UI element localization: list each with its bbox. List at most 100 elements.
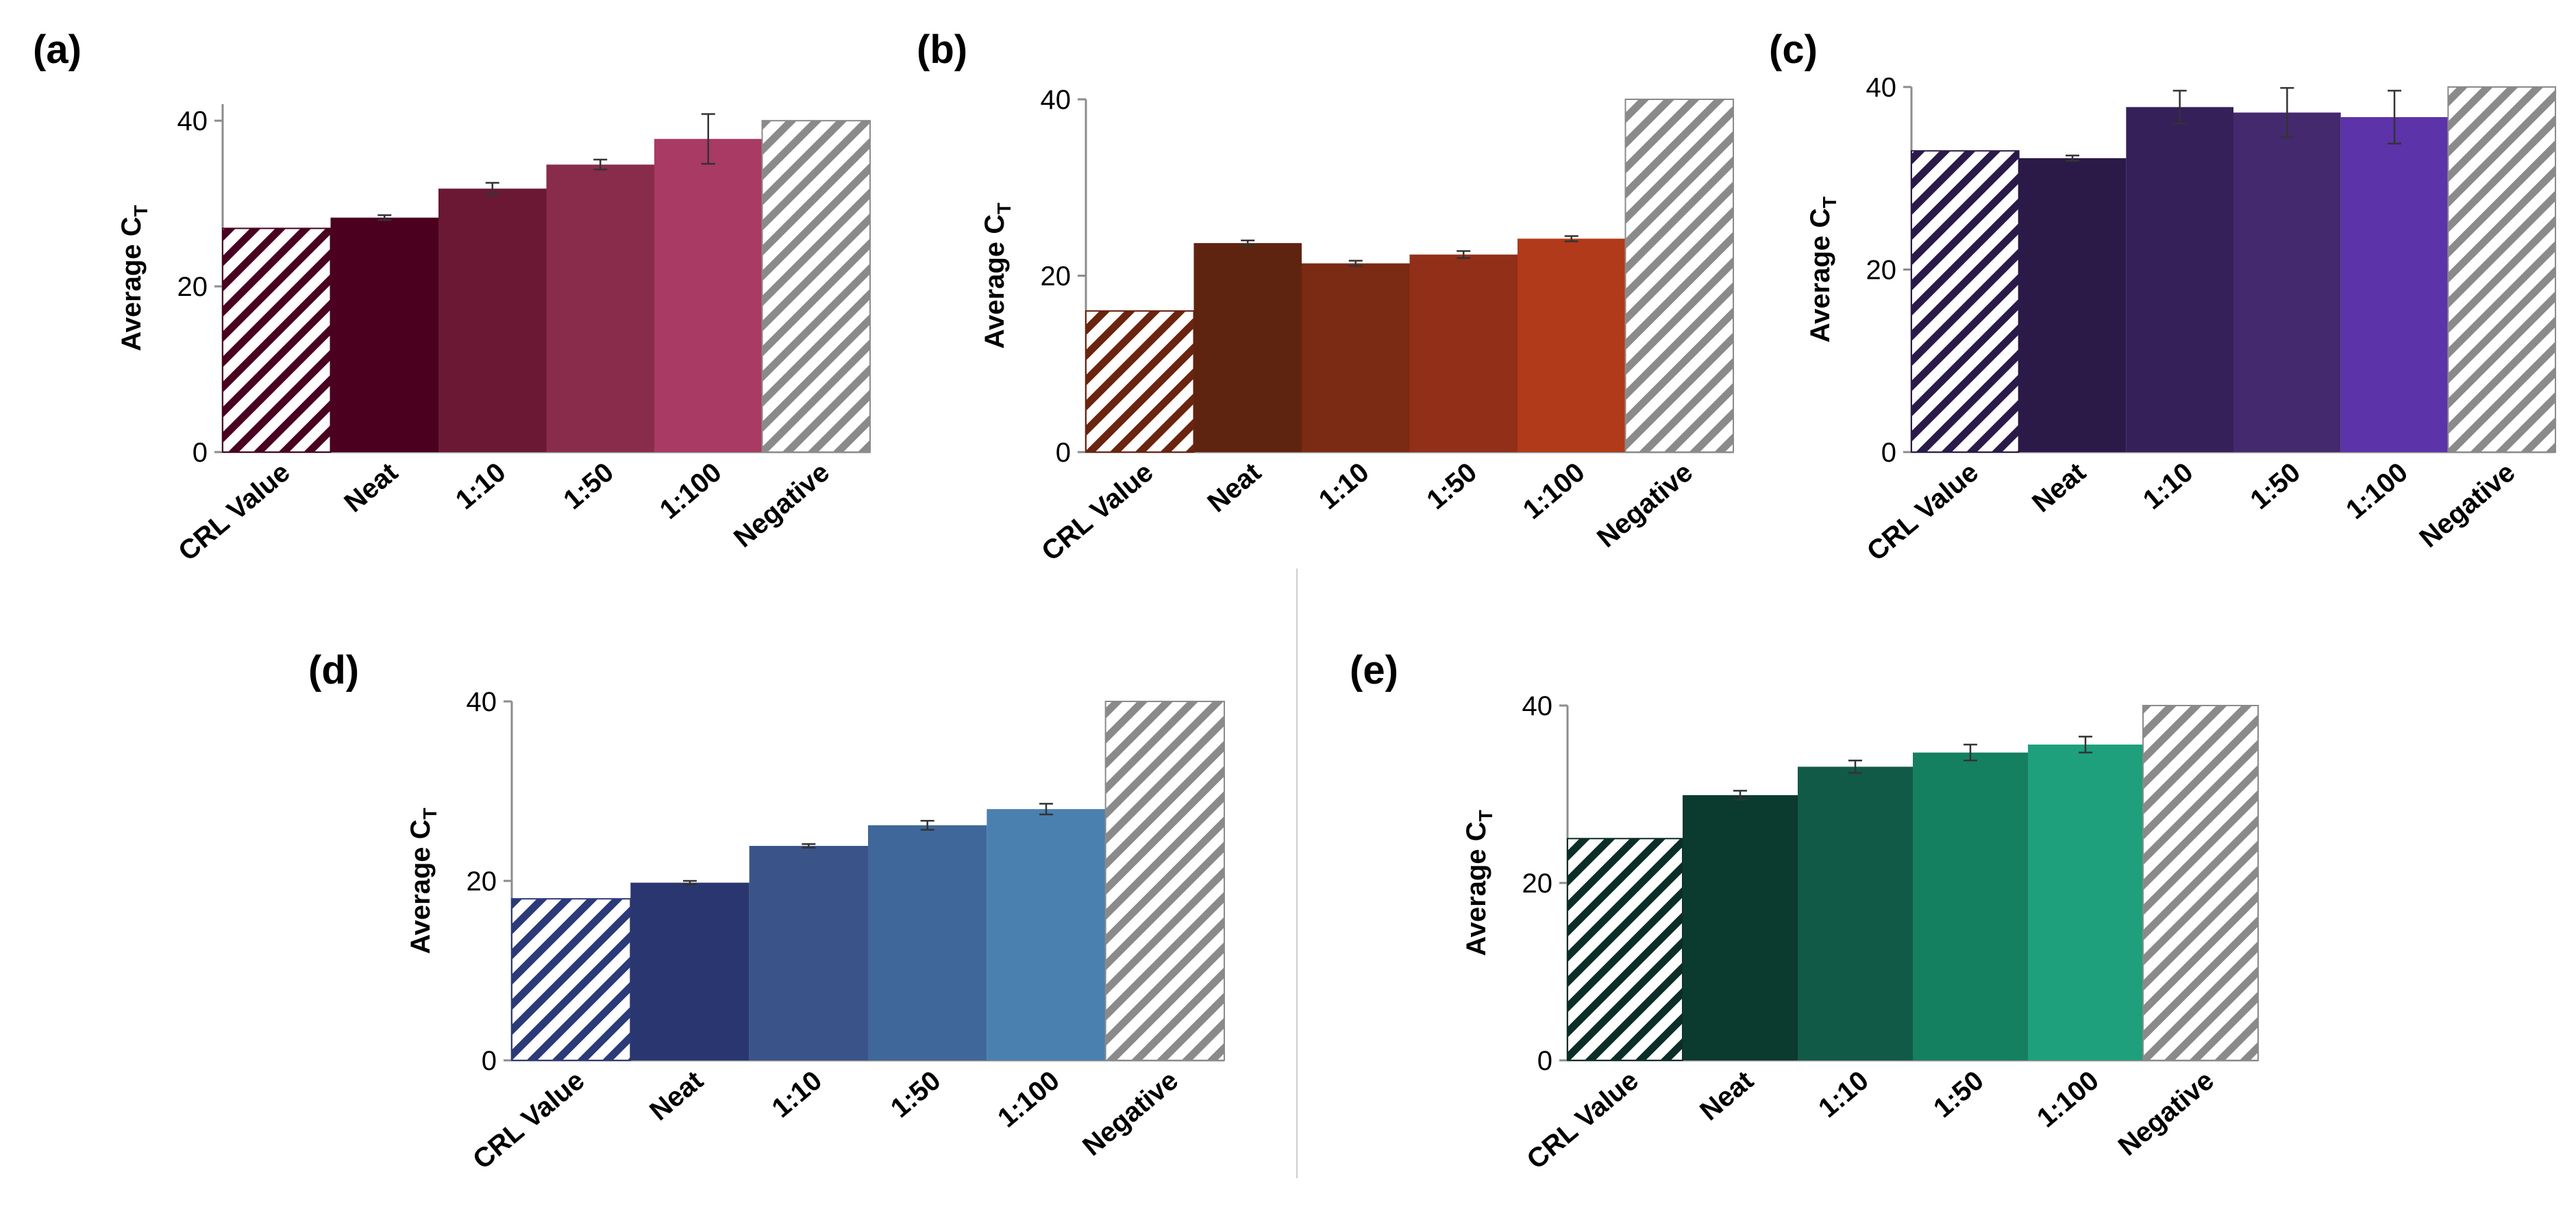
panel-label: (b) [917,27,967,72]
x-tick-label: 1:10 [2138,457,2199,515]
x-tick-label: CRL Value [1861,457,1984,566]
y-axis-title-main: Average C [980,214,1010,349]
panel-label: (a) [33,27,82,72]
bar [2018,158,2127,452]
panel-d: (d) 0 20 40 Average CT CRL Value Neat 1:10 1:50… [308,648,1225,1175]
bar [630,882,750,1060]
y-tick-label: 0 [1881,438,1896,468]
bar [1798,766,1913,1060]
y-axis-title: Average CT [1461,810,1496,956]
x-tick-label: Negative [2414,457,2521,553]
x-tick-label: 1:100 [2340,457,2414,525]
bar [330,217,438,452]
y-tick-label: 0 [193,438,208,468]
panel-e: (e) 0 20 40 Average CT CRL Value Neat 1:10 1:50… [1350,648,2259,1175]
y-tick-label: 0 [482,1046,497,1076]
y-axis-title-sub: T [993,203,1015,214]
y-axis-title: Average CT [1805,197,1840,343]
x-tick-label: Negative [1592,457,1698,553]
y-tick-label: 40 [1866,73,1897,103]
x-tick-label: CRL Value [1036,457,1159,566]
y-axis-title-main: Average C [116,216,147,351]
y-tick-label: 20 [1866,255,1897,286]
y-tick-label: 40 [467,687,497,717]
y-tick-label: 20 [1522,869,1553,899]
panel-a: (a) 0 20 40 Average CT CRL Value Neat 1:10 1:50… [33,27,871,567]
bar [2126,107,2233,452]
x-tick-label: Neat [1694,1065,1759,1126]
bar [1624,99,1734,453]
bar [761,120,871,453]
x-tick-label: Neat [1202,457,1267,518]
panel-label: (d) [308,648,359,693]
panel-label: (c) [1769,27,1818,72]
bar [546,164,654,453]
bar [2233,112,2341,452]
x-tick-label: 1:100 [2031,1065,2105,1133]
panel-label: (e) [1350,648,1398,693]
bar [438,188,547,452]
y-axis-title-sub: T [1819,197,1840,208]
x-tick-label: CRL Value [173,457,295,566]
bar [749,845,868,1060]
x-tick-label: 1:10 [450,457,512,515]
y-tick-label: 40 [1041,85,1072,115]
bar [1518,238,1626,452]
bar [1409,254,1518,452]
bar [1683,795,1798,1060]
x-tick-label: Neat [2027,457,2092,518]
x-tick-label: CRL Value [467,1065,590,1175]
x-tick-label: Neat [644,1065,709,1126]
y-tick-label: 20 [467,866,497,897]
bar [1302,263,1410,452]
bar [2028,744,2143,1060]
panel-c: (c) 0 20 40 Average CT CRL Value Neat 1:10 1:50… [1769,27,2556,567]
bar [2340,116,2449,452]
x-tick-label: Negative [2113,1065,2220,1162]
x-tick-label: 1:10 [1313,457,1375,515]
y-tick-label: 0 [1537,1046,1552,1076]
y-axis-title-sub: T [419,808,441,819]
bar [2447,86,2556,453]
y-axis-title: Average CT [116,205,151,351]
bar [1085,310,1195,453]
bar [654,138,763,453]
panel-b: (b) 0 20 40 Average CT CRL Value Neat 1:10 1:50… [917,27,1734,567]
y-tick-label: 0 [1056,438,1071,468]
x-tick-label: 1:10 [1813,1065,1874,1123]
bar [868,825,987,1060]
bar [511,898,632,1061]
x-tick-label: Neat [338,457,404,518]
bar [1104,701,1225,1061]
y-tick-label: 40 [177,106,208,136]
x-tick-label: 1:50 [558,457,619,515]
x-tick-label: 1:50 [1421,457,1483,515]
y-axis-title-main: Average C [1461,821,1491,956]
y-tick-label: 20 [177,272,208,302]
x-tick-label: 1:50 [885,1065,947,1123]
bar [2142,705,2259,1061]
y-axis-title-main: Average C [406,819,436,953]
y-axis-title: Average CT [980,203,1015,349]
y-axis-title: Average CT [406,808,441,954]
bar [1567,838,1683,1061]
y-tick-label: 20 [1041,262,1072,292]
bar [1193,242,1302,452]
x-tick-label: 1:50 [1928,1065,1990,1123]
y-tick-label: 40 [1522,691,1553,721]
x-tick-label: 1:100 [654,457,728,525]
bar [987,809,1106,1060]
x-tick-label: 1:50 [2245,457,2307,515]
x-tick-label: 1:10 [767,1065,828,1123]
bar [1911,150,2020,453]
y-axis-title-sub: T [1475,810,1496,821]
y-axis-title-sub: T [130,205,151,216]
x-tick-label: 1:100 [992,1065,1065,1133]
x-tick-label: Negative [1077,1065,1184,1162]
bar [222,227,332,453]
bar [1913,752,2028,1060]
x-tick-label: CRL Value [1522,1065,1644,1175]
x-tick-label: 1:100 [1518,457,1591,525]
x-tick-label: Negative [728,457,835,553]
